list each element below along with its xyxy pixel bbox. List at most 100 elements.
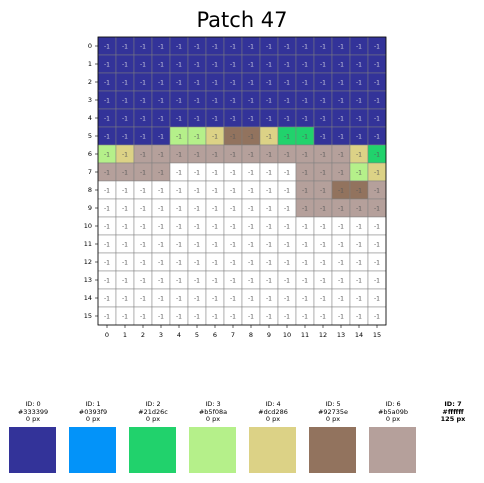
cell-label: -1	[302, 223, 308, 230]
cell-label: -1	[284, 115, 290, 122]
cell-label: -1	[338, 79, 344, 86]
cell-label: -1	[320, 79, 326, 86]
cell-label: -1	[104, 133, 110, 140]
cell-label: -1	[320, 259, 326, 266]
cell-label: -1	[176, 277, 182, 284]
legend-color-label: #0393f9	[78, 407, 108, 416]
legend-count-label: 0 px	[145, 415, 161, 424]
cell-label: -1	[122, 187, 128, 194]
cell-label: -1	[320, 313, 326, 320]
cell-label: -1	[176, 79, 182, 86]
cell-label: -1	[104, 277, 110, 284]
cell-label: -1	[338, 97, 344, 104]
cell-label: -1	[230, 277, 236, 284]
cell-label: -1	[356, 205, 362, 212]
cell-label: -1	[302, 79, 308, 86]
x-tick-label: 6	[213, 331, 217, 339]
legend-item: ID: 0 #333399 0 px	[3, 400, 63, 473]
cell-label: -1	[212, 79, 218, 86]
cell-label: -1	[284, 79, 290, 86]
y-tick-label: 7	[88, 168, 92, 176]
cell-label: -1	[212, 187, 218, 194]
cell-label: -1	[338, 259, 344, 266]
cell-label: -1	[320, 43, 326, 50]
cell-label: -1	[374, 133, 380, 140]
cell-label: -1	[266, 115, 272, 122]
cell-label: -1	[194, 313, 200, 320]
x-tick-label: 13	[337, 331, 345, 339]
chart-title: Patch 47	[196, 8, 288, 32]
cell-label: -1	[176, 241, 182, 248]
cell-label: -1	[248, 43, 254, 50]
cell-label: -1	[284, 151, 290, 158]
cell-label: -1	[338, 205, 344, 212]
cell-label: -1	[122, 241, 128, 248]
cell-label: -1	[194, 43, 200, 50]
cell-label: -1	[194, 61, 200, 68]
cell-label: -1	[302, 295, 308, 302]
cell-label: -1	[302, 277, 308, 284]
cell-label: -1	[248, 151, 254, 158]
cell-label: -1	[248, 295, 254, 302]
cell-label: -1	[104, 79, 110, 86]
cell-label: -1	[176, 259, 182, 266]
cell-label: -1	[194, 277, 200, 284]
cell-label: -1	[320, 169, 326, 176]
cell-label: -1	[374, 223, 380, 230]
legend-id-label: ID: 5	[325, 400, 341, 408]
y-tick-label: 0	[88, 42, 92, 50]
cell-label: -1	[122, 223, 128, 230]
cell-label: -1	[374, 205, 380, 212]
cell-label: -1	[320, 241, 326, 248]
legend-id-label: ID: 1	[85, 400, 101, 408]
cell-label: -1	[302, 61, 308, 68]
cell-label: -1	[140, 61, 146, 68]
cell-label: -1	[158, 115, 164, 122]
cell-label: -1	[230, 241, 236, 248]
cell-label: -1	[266, 205, 272, 212]
cell-label: -1	[176, 61, 182, 68]
cell-label: -1	[248, 79, 254, 86]
cell-label: -1	[194, 295, 200, 302]
cell-label: -1	[374, 169, 380, 176]
cell-label: -1	[338, 133, 344, 140]
cell-label: -1	[356, 259, 362, 266]
cell-label: -1	[158, 61, 164, 68]
legend-item: ID: 1 #0393f9 0 px	[63, 400, 123, 473]
cell-label: -1	[230, 43, 236, 50]
cell-label: -1	[248, 97, 254, 104]
cell-label: -1	[320, 223, 326, 230]
cell-label: -1	[176, 205, 182, 212]
cell-label: -1	[158, 313, 164, 320]
legend-color-label: #92735e	[317, 407, 349, 416]
cell-label: -1	[266, 97, 272, 104]
x-tick-label: 8	[249, 331, 253, 339]
cell-label: -1	[356, 187, 362, 194]
cell-label: -1	[194, 151, 200, 158]
cell-label: -1	[212, 115, 218, 122]
y-tick-label: 9	[88, 204, 92, 212]
cell-label: -1	[284, 205, 290, 212]
cell-label: -1	[356, 97, 362, 104]
cell-label: -1	[374, 277, 380, 284]
legend-swatch	[249, 427, 296, 473]
legend-id-label: ID: 0	[25, 400, 41, 408]
cell-label: -1	[158, 169, 164, 176]
cell-label: -1	[320, 61, 326, 68]
cell-label: -1	[230, 187, 236, 194]
cell-label: -1	[122, 151, 128, 158]
cell-label: -1	[212, 277, 218, 284]
cell-label: -1	[140, 115, 146, 122]
legend-item: ID: 7 #ffffff 125 px	[423, 400, 483, 473]
cell-label: -1	[230, 169, 236, 176]
cell-label: -1	[266, 313, 272, 320]
cell-label: -1	[104, 205, 110, 212]
cell-label: -1	[338, 43, 344, 50]
y-tick-label: 1	[88, 60, 92, 68]
cell-label: -1	[176, 295, 182, 302]
cell-label: -1	[122, 277, 128, 284]
cell-label: -1	[266, 241, 272, 248]
legend-color-label: #b5f08a	[198, 407, 228, 416]
cell-label: -1	[104, 223, 110, 230]
cell-label: -1	[248, 205, 254, 212]
